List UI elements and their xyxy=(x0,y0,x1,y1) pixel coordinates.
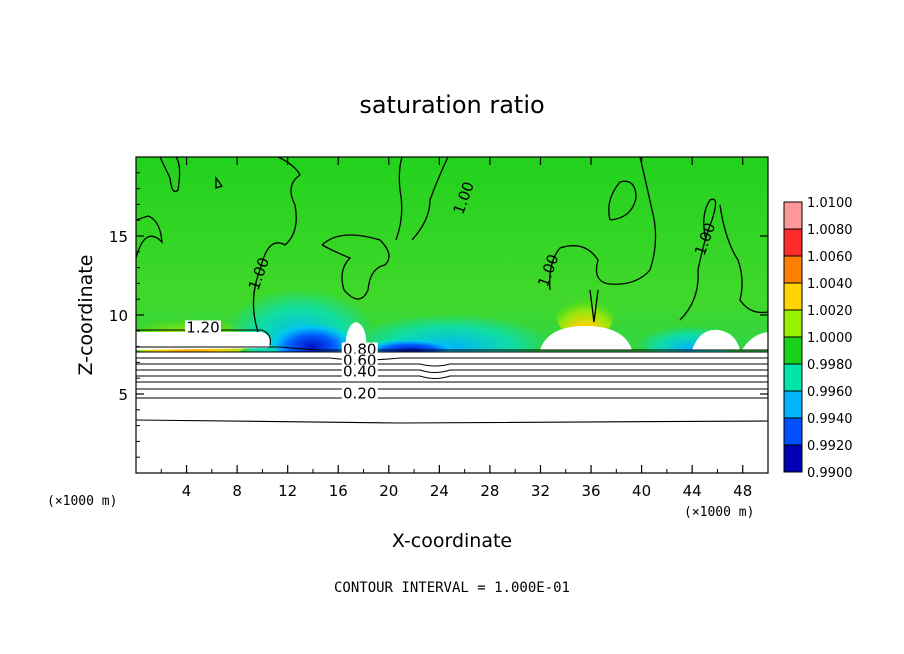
contour-label: 1.20 xyxy=(186,318,219,336)
contour-1-00-c xyxy=(252,157,301,333)
colorbar-bin xyxy=(784,202,802,230)
colorbar-bin xyxy=(784,229,802,257)
colorbar-label: 0.9980 xyxy=(807,358,853,373)
contour-label-backing xyxy=(341,386,378,401)
colorbar-bin xyxy=(784,364,802,392)
colorbar-bin xyxy=(784,310,802,338)
x-unit-label-left: (×1000 m) xyxy=(47,494,117,509)
y-axis-title: Z-coordinate xyxy=(75,255,97,376)
subsaturation-region-1 xyxy=(270,316,354,360)
cloud-blob-36 xyxy=(540,326,632,350)
x-tick-label: 40 xyxy=(632,482,651,500)
colorbar-bin xyxy=(784,337,802,365)
contour-1-00-l xyxy=(589,289,599,323)
contour-label-backing xyxy=(341,353,378,368)
contour-0-70 xyxy=(136,363,768,367)
colorbar-label: 1.0000 xyxy=(807,331,853,346)
colorbar-label: 1.0060 xyxy=(807,250,853,265)
contour-0-50 xyxy=(136,375,768,380)
contour-label-backing xyxy=(341,364,378,379)
plot-area xyxy=(136,157,768,473)
colorbar-label: 0.9940 xyxy=(807,412,853,427)
x-tick-label: 12 xyxy=(278,482,297,500)
x-axis-title: X-coordinate xyxy=(392,530,512,552)
contour-1-00-d xyxy=(321,234,390,300)
supersaturation-region-mid xyxy=(555,280,615,340)
x-axis: 4 8 12 16 20 24 28 32 36 40 44 48 xyxy=(160,157,752,500)
contour-1-00-k xyxy=(215,176,224,189)
x-tick-label: 44 xyxy=(683,482,702,500)
contour-label: 0.40 xyxy=(343,363,376,381)
y-tick-label: 15 xyxy=(109,228,128,246)
chart-title: saturation ratio xyxy=(359,91,544,119)
contour-1-00-e xyxy=(395,157,403,241)
contour-label-backing xyxy=(184,320,221,335)
contour-label: 0.20 xyxy=(343,385,376,403)
x-tick-label: 24 xyxy=(430,482,449,500)
colorbar-label: 0.9900 xyxy=(807,466,853,481)
y-tick-label: 10 xyxy=(109,307,128,325)
x-tick-label: 28 xyxy=(480,482,499,500)
cloud-blob-44 xyxy=(692,329,740,350)
x-tick-label: 4 xyxy=(182,482,192,500)
x-tick-label: 16 xyxy=(329,482,348,500)
colorbar-label: 0.9960 xyxy=(807,385,853,400)
x-tick-label: 36 xyxy=(581,482,600,500)
x-unit-label-right: (×1000 m) xyxy=(684,505,754,520)
contour-0-60 xyxy=(136,369,768,374)
contour-1-00-f xyxy=(411,157,449,241)
contour-1-00-i xyxy=(679,198,717,321)
colorbar-bin xyxy=(784,256,802,284)
contour-1-00-j xyxy=(719,204,768,314)
colorbar-bin xyxy=(784,418,802,446)
y-axis: 5 10 15 xyxy=(109,172,768,458)
contour-1-10 xyxy=(136,346,768,351)
contour-0-10 xyxy=(136,419,768,424)
x-tick-label: 8 xyxy=(232,482,242,500)
colorbar: 1.0100 1.0080 1.0060 1.0040 1.0020 1.0000 0.99… xyxy=(783,196,853,481)
colorbar-bin xyxy=(784,283,802,311)
contour-label-backing xyxy=(341,342,378,357)
colorbar-bin xyxy=(784,445,802,473)
x-tick-label: 20 xyxy=(379,482,398,500)
contour-1-00-h xyxy=(608,180,637,221)
y-tick-label: 5 xyxy=(118,386,128,404)
contour-1-00-b xyxy=(159,157,181,193)
contour-lines xyxy=(136,157,768,333)
contour-1-00-a xyxy=(136,215,163,259)
colorbar-label: 1.0020 xyxy=(807,304,853,319)
colorbar-label: 1.0080 xyxy=(807,223,853,238)
stable-layer xyxy=(136,352,768,473)
cloud-blob-left xyxy=(136,332,271,350)
colorbar-bin xyxy=(784,391,802,419)
x-tick-label: 48 xyxy=(733,482,752,500)
subsaturation-region-2 xyxy=(365,336,455,356)
contour-1-20 xyxy=(136,329,271,346)
x-tick-label: 32 xyxy=(531,482,550,500)
colorbar-label: 1.0100 xyxy=(807,196,853,211)
colorbar-label: 1.0040 xyxy=(807,277,853,292)
cloud-blob-right xyxy=(742,332,768,350)
contour-interval-note: CONTOUR INTERVAL = 1.000E-01 xyxy=(334,580,570,596)
contour-1-00-g xyxy=(549,157,657,291)
colorbar-label: 0.9920 xyxy=(807,439,853,454)
